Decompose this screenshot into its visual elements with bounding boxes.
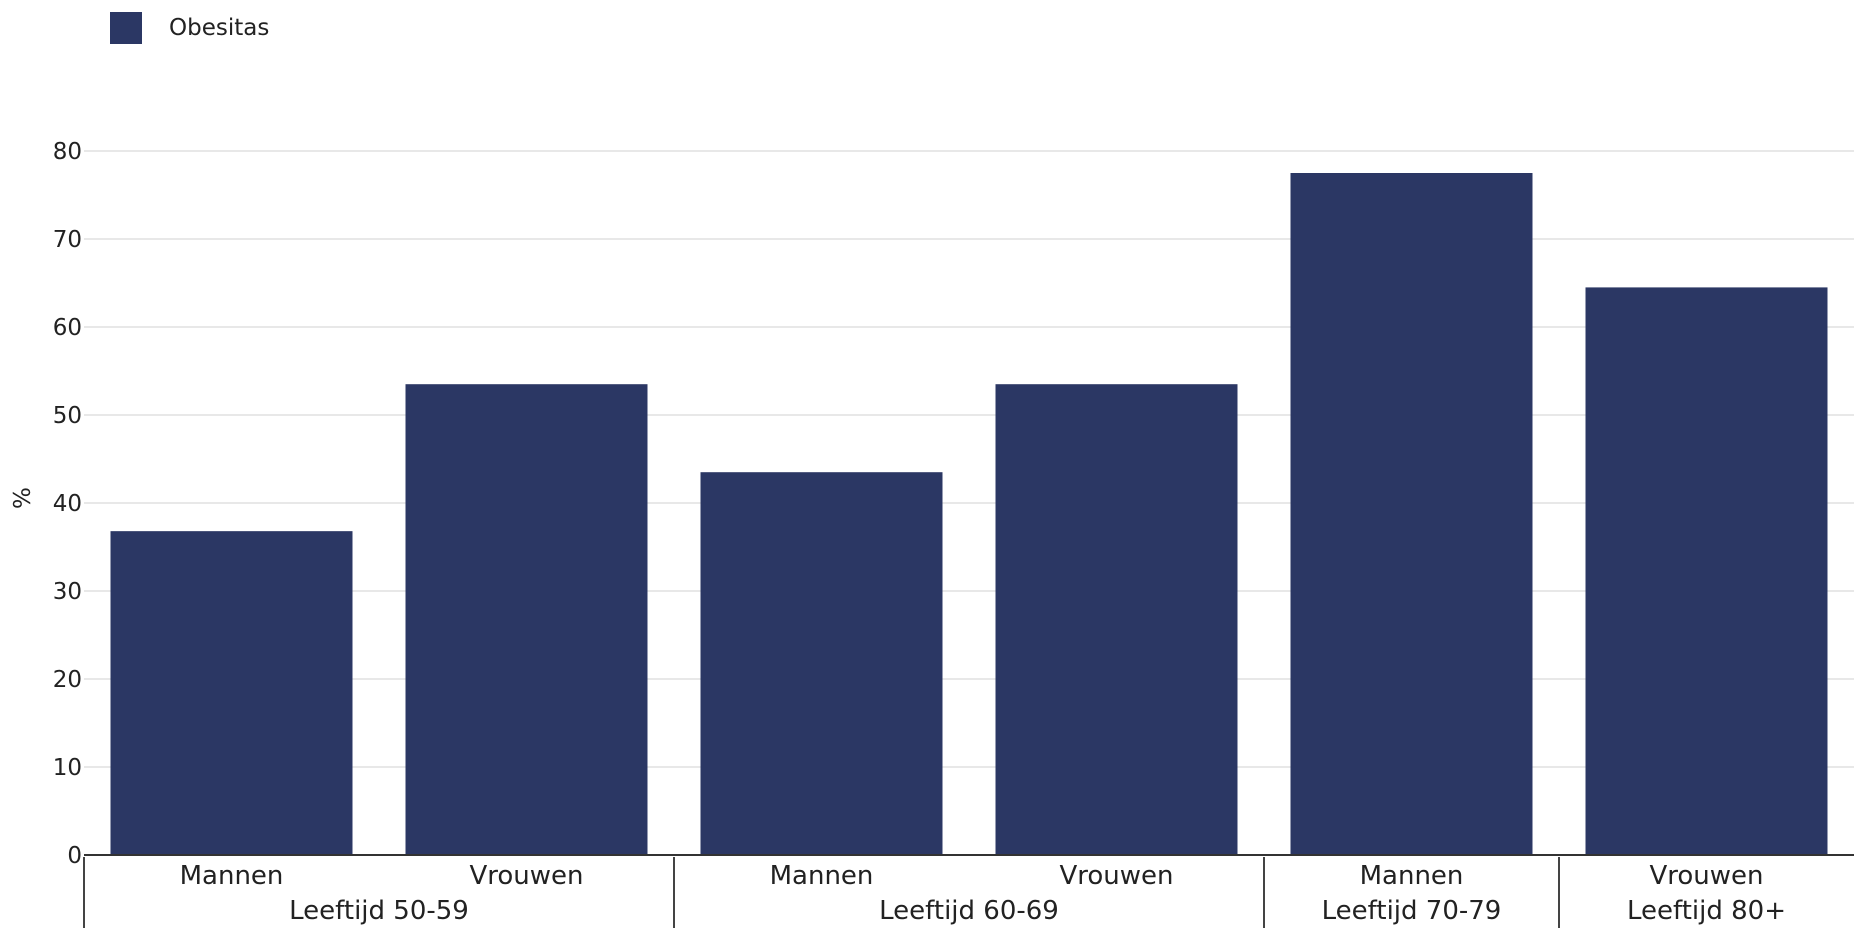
bar: [1585, 287, 1828, 855]
y-axis-label: %: [10, 487, 36, 509]
bar: [1290, 173, 1533, 855]
x-category-label: Vrouwen: [1059, 861, 1173, 891]
bar: [110, 531, 353, 855]
x-category-label: Mannen: [770, 861, 874, 891]
y-tick-label: 70: [53, 227, 82, 253]
bar: [995, 384, 1238, 855]
bar: [700, 472, 943, 855]
legend: Obesitas: [110, 12, 269, 44]
y-tick-label: 0: [67, 843, 82, 869]
x-group-label: Leeftijd 80+: [1627, 896, 1786, 926]
x-group-label: Leeftijd 50-59: [289, 896, 469, 926]
x-group-label: Leeftijd 60-69: [879, 896, 1059, 926]
y-tick-label: 40: [53, 491, 82, 517]
bar: [405, 384, 648, 855]
y-tick-label: 50: [53, 403, 82, 429]
y-tick-label: 10: [53, 755, 82, 781]
x-category-label: Vrouwen: [1649, 861, 1763, 891]
y-tick-label: 60: [53, 315, 82, 341]
legend-label-obesitas: Obesitas: [169, 15, 270, 41]
x-category-label: Mannen: [1360, 861, 1464, 891]
x-category-label: Vrouwen: [469, 861, 583, 891]
y-tick-label: 20: [53, 667, 82, 693]
legend-swatch-obesitas: [110, 12, 142, 44]
y-tick-label: 30: [53, 579, 82, 605]
x-category-label: Mannen: [180, 861, 284, 891]
x-group-label: Leeftijd 70-79: [1322, 896, 1502, 926]
y-tick-label: 80: [53, 139, 82, 165]
